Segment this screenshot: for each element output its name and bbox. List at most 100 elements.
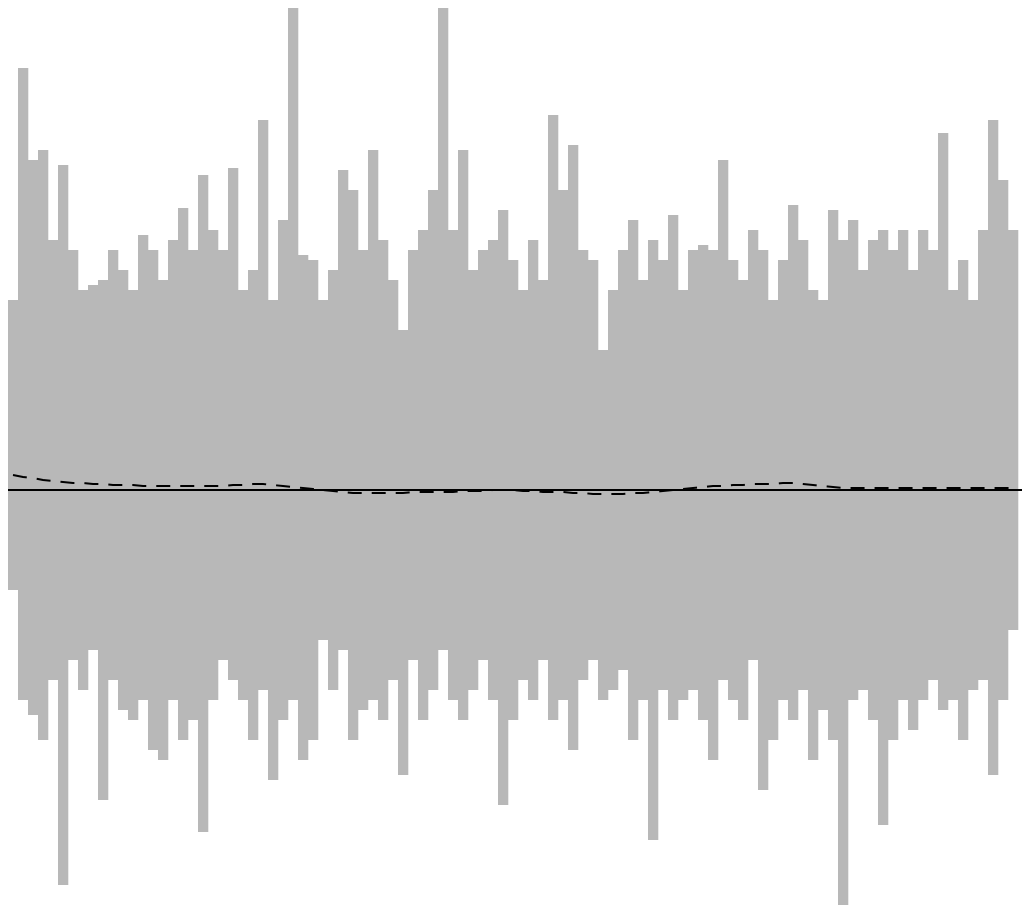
bar (588, 490, 599, 660)
bar (388, 280, 399, 490)
bar (128, 490, 139, 720)
bar (18, 490, 29, 700)
bar (638, 280, 649, 490)
bar (788, 490, 799, 720)
bar (738, 280, 749, 490)
bar (148, 490, 159, 750)
bar (288, 490, 299, 700)
bar (28, 490, 39, 715)
bar (618, 490, 629, 670)
bar (108, 250, 119, 490)
bar (768, 490, 779, 740)
bar (18, 68, 29, 490)
bar (938, 133, 949, 490)
bar (188, 250, 199, 490)
bar (378, 240, 389, 490)
bar (378, 490, 389, 720)
bar (658, 260, 669, 490)
bar (728, 260, 739, 490)
bar (288, 8, 299, 490)
bar (988, 490, 999, 775)
bar (498, 210, 509, 490)
bar (998, 180, 1009, 490)
bar (468, 490, 479, 690)
bar (408, 250, 419, 490)
bar (848, 220, 859, 490)
bar (968, 300, 979, 490)
bar (918, 230, 929, 490)
bar (208, 230, 219, 490)
bar (298, 255, 309, 490)
bar (78, 290, 89, 490)
bar (48, 240, 59, 490)
bar (538, 490, 549, 660)
bar (298, 490, 309, 760)
bar (388, 490, 399, 680)
bar (348, 490, 359, 740)
bar (118, 490, 129, 710)
bar (358, 490, 369, 710)
bar (928, 250, 939, 490)
bar (658, 490, 669, 690)
bar (158, 280, 169, 490)
bar (268, 300, 279, 490)
bar (558, 190, 569, 490)
bar (848, 490, 859, 700)
bar (888, 490, 899, 740)
bar (838, 490, 849, 905)
bar (588, 260, 599, 490)
bar (868, 240, 879, 490)
bar (458, 150, 469, 490)
bar (818, 300, 829, 490)
bar (78, 490, 89, 690)
bar (938, 490, 949, 710)
bar (998, 490, 1009, 700)
bar (438, 490, 449, 650)
bar (338, 170, 349, 490)
bar (318, 300, 329, 490)
bar (58, 165, 69, 490)
bar (958, 260, 969, 490)
bar (618, 250, 629, 490)
bar (548, 115, 559, 490)
bar (338, 490, 349, 650)
bar (368, 150, 379, 490)
bar (168, 490, 179, 700)
bar (568, 145, 579, 490)
bar (308, 260, 319, 490)
bar (528, 240, 539, 490)
bar (958, 490, 969, 740)
bar (908, 270, 919, 490)
bar (438, 8, 449, 490)
bar (108, 490, 119, 680)
bar (868, 490, 879, 720)
bar (968, 490, 979, 690)
bar (578, 250, 589, 490)
bar (138, 490, 149, 700)
bar (768, 300, 779, 490)
bar (458, 490, 469, 720)
bar (718, 160, 729, 490)
bar (38, 490, 49, 740)
bar (638, 490, 649, 700)
bar (248, 490, 259, 740)
bar (798, 240, 809, 490)
bar (908, 490, 919, 730)
bar (178, 208, 189, 490)
bar (398, 490, 409, 775)
bar (558, 490, 569, 700)
bar (128, 290, 139, 490)
bar (68, 250, 79, 490)
bar (148, 250, 159, 490)
bar (358, 250, 369, 490)
bar (168, 240, 179, 490)
bar (708, 490, 719, 760)
bar (258, 120, 269, 490)
bar (948, 290, 959, 490)
bar (218, 490, 229, 660)
bar (488, 490, 499, 700)
bar (748, 230, 759, 490)
bar (608, 490, 619, 690)
bar (508, 260, 519, 490)
